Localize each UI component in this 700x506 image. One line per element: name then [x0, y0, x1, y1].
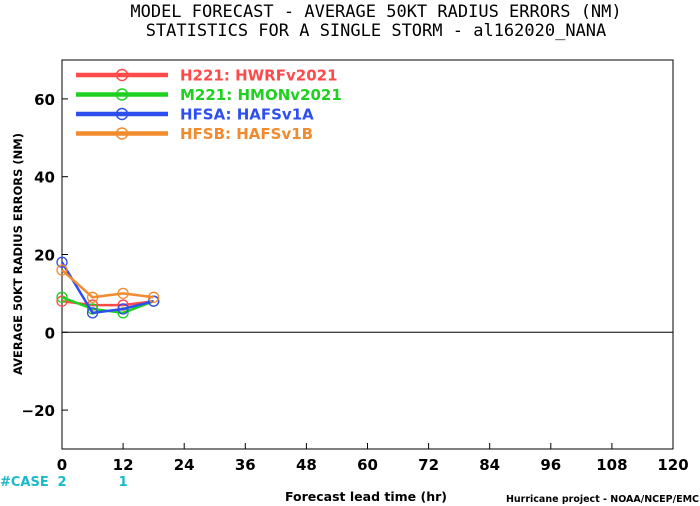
x-tick-label: 120	[657, 456, 688, 474]
chart-title-line2: STATISTICS FOR A SINGLE STORM - al162020…	[146, 21, 607, 41]
legend-swatch-marker	[115, 127, 129, 140]
legend-entry-label: HFSB: HAFSv1B	[180, 125, 313, 143]
case-counts: #CASE 2 1	[0, 475, 128, 490]
legend-swatch-marker	[115, 68, 129, 82]
case-count: 2	[57, 475, 66, 490]
x-tick-label: 60	[357, 456, 378, 474]
x-tick-label: 36	[235, 456, 256, 474]
plot-area	[61, 59, 674, 450]
data-point	[147, 291, 160, 303]
x-tick-label: 72	[418, 456, 439, 474]
x-tick-label: 108	[596, 456, 627, 474]
legend-entry-label: M221: HMONv2021	[180, 86, 342, 104]
x-tick-label: 48	[296, 456, 317, 474]
x-tick-label: 24	[174, 456, 195, 474]
legend-swatch-marker	[115, 88, 129, 101]
series-line-3	[61, 269, 154, 299]
y-tick-label: 40	[34, 169, 55, 187]
legend-entry-label: HFSA: HAFSv1A	[180, 106, 314, 124]
data-point	[86, 291, 99, 303]
y-tick-label: 0	[45, 324, 55, 342]
y-tick-label: 60	[34, 91, 55, 109]
data-point	[56, 291, 68, 303]
y-axis-label: AVERAGE 50KT RADIUS ERRORS (NM)	[11, 133, 25, 375]
y-tick-label: −20	[22, 402, 55, 420]
case-label: #CASE	[0, 475, 49, 490]
data-point	[56, 264, 68, 276]
legend-swatch-marker	[115, 107, 129, 121]
legend-entry-label: H221: HWRFv2021	[180, 67, 338, 85]
x-tick-label: 0	[57, 456, 67, 474]
x-tick-label: 84	[479, 456, 500, 474]
data-point	[117, 303, 129, 315]
y-axis: −20 0 20 40 60	[22, 91, 68, 420]
data-point	[56, 256, 68, 268]
series-layer	[56, 256, 160, 319]
case-count: 1	[119, 475, 128, 490]
x-tick-label: 96	[540, 456, 561, 474]
data-point	[86, 307, 99, 319]
x-axis: 0 12 24 36 48 60 72 84 96 108 120	[57, 443, 689, 474]
data-point	[56, 295, 68, 307]
data-point	[117, 287, 129, 300]
x-axis-label: Forecast lead time (hr)	[285, 489, 447, 504]
chart-title-line1: MODEL FORECAST - AVERAGE 50KT RADIUS ERR…	[130, 2, 621, 22]
series-line-2	[60, 261, 154, 315]
x-tick-label: 12	[113, 456, 134, 474]
credit-text: Hurricane project - NOAA/NCEP/EMC	[506, 494, 699, 505]
y-tick-label: 20	[34, 247, 55, 265]
